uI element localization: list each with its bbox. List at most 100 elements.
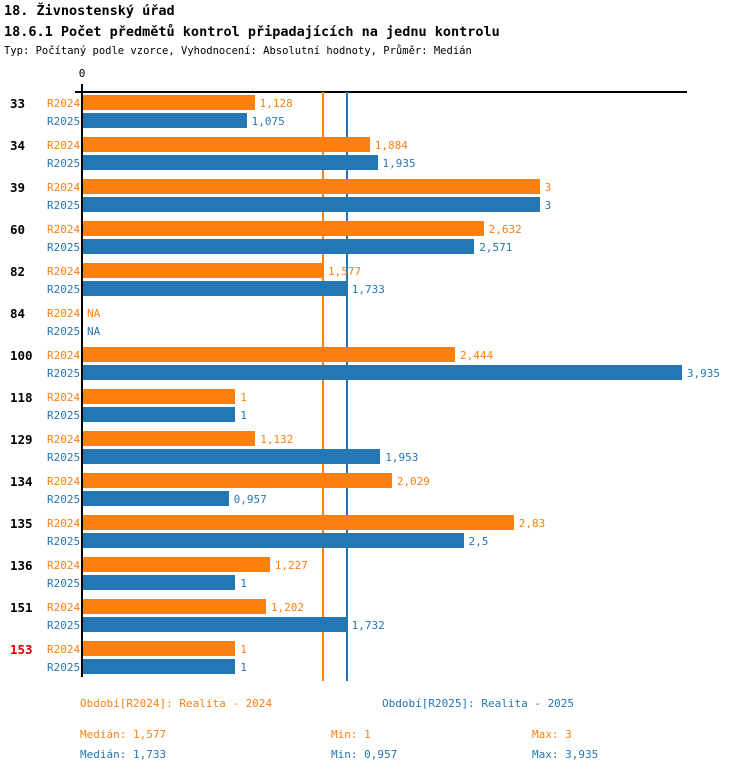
stat-max-2025: Max: 3,935 (532, 748, 599, 761)
value-label-r2025-151: 1,732 (351, 619, 385, 632)
value-label-r2025-135: 2,5 (468, 535, 489, 548)
bar-r2024-151 (83, 599, 266, 614)
value-label-r2025-100: 3,935 (686, 367, 721, 380)
value-label-r2024-100: 2,444 (459, 349, 494, 362)
category-label-82: 82 (10, 264, 26, 279)
series-label-r2025: R2025 (47, 619, 81, 632)
bar-r2024-136 (83, 557, 270, 572)
value-label-r2024-60: 2,632 (488, 223, 522, 236)
series-label-r2024: R2024 (47, 223, 81, 236)
category-label-134: 134 (10, 474, 33, 489)
bar-r2025-100 (83, 365, 682, 380)
series-label-r2024: R2024 (47, 559, 81, 572)
series-label-r2024: R2024 (47, 475, 81, 488)
bar-r2024-118 (83, 389, 236, 404)
y-axis-line (81, 84, 83, 677)
bar-r2024-34 (83, 137, 370, 152)
series-label-r2025: R2025 (47, 283, 81, 296)
series-label-r2025: R2025 (47, 493, 81, 506)
series-label-r2025: R2025 (47, 409, 81, 422)
series-label-r2024: R2024 (47, 307, 81, 320)
bar-r2025-34 (83, 155, 378, 170)
series-label-r2025: R2025 (47, 535, 81, 548)
category-label-33: 33 (10, 96, 26, 111)
series-label-r2024: R2024 (47, 433, 81, 446)
bar-r2025-118 (83, 407, 236, 422)
bar-r2025-39 (83, 197, 540, 212)
bar-r2024-82 (83, 263, 324, 278)
category-label-100: 100 (10, 348, 33, 363)
chart-meta: Typ: Počítaný podle vzorce, Vyhodnocení:… (4, 45, 472, 57)
series-label-r2024: R2024 (47, 181, 81, 194)
bar-r2024-153 (83, 641, 236, 656)
bar-r2024-33 (83, 95, 255, 110)
stat-max-2024: Max: 3 (532, 728, 572, 741)
value-label-r2024-135: 2,83 (518, 517, 546, 530)
category-label-60: 60 (10, 222, 26, 237)
x-axis-top-line (75, 91, 687, 93)
value-label-r2024-39: 3 (544, 181, 552, 194)
series-label-r2025: R2025 (47, 367, 81, 380)
series-label-r2024: R2024 (47, 349, 81, 362)
bar-r2024-39 (83, 179, 540, 194)
series-label-r2024: R2024 (47, 139, 81, 152)
bar-r2025-60 (83, 239, 475, 254)
category-label-34: 34 (10, 138, 26, 153)
series-label-r2025: R2025 (47, 661, 81, 674)
value-label-r2025-33: 1,075 (251, 115, 285, 128)
value-label-r2024-136: 1,227 (274, 559, 308, 572)
page-title: 18. Živnostenský úřad (4, 3, 175, 19)
value-label-r2024-153: 1 (240, 643, 247, 656)
category-label-118: 118 (10, 390, 33, 405)
value-label-r2024-118: 1 (240, 391, 247, 404)
series-label-r2025: R2025 (47, 451, 81, 464)
bar-r2025-153 (83, 659, 236, 674)
category-label-84: 84 (10, 306, 26, 321)
value-label-r2025-60: 2,571 (479, 241, 513, 254)
series-label-r2024: R2024 (47, 643, 81, 656)
chart-title: 18.6.1 Počet předmětů kontrol připadajíc… (4, 24, 500, 40)
series-label-r2024: R2024 (47, 517, 81, 530)
value-label-r2025-153: 1 (240, 661, 247, 674)
bar-r2024-129 (83, 431, 256, 446)
category-label-135: 135 (10, 516, 33, 531)
bar-r2025-33 (83, 113, 247, 128)
value-label-r2024-33: 1,128 (259, 97, 293, 110)
bar-r2024-134 (83, 473, 392, 488)
series-label-r2025: R2025 (47, 115, 81, 128)
bar-r2024-60 (83, 221, 484, 236)
value-label-r2024-151: 1,202 (270, 601, 305, 614)
bar-r2024-135 (83, 515, 514, 530)
bar-r2025-135 (83, 533, 464, 548)
series-label-r2025: R2025 (47, 325, 81, 338)
reference-line-median-2024 (322, 92, 325, 681)
value-label-r2024-129: 1,132 (260, 433, 294, 446)
series-label-r2025: R2025 (47, 157, 81, 170)
stat-median-2025: Medián: 1,733 (80, 748, 167, 761)
series-label-r2024: R2024 (47, 97, 81, 110)
value-label-r2024-84: NA (87, 307, 101, 320)
value-label-r2025-39: 3 (544, 199, 552, 212)
category-label-153: 153 (10, 642, 33, 657)
bar-r2025-136 (83, 575, 236, 590)
value-label-r2025-84: NA (87, 325, 101, 338)
value-label-r2025-82: 1,733 (351, 283, 385, 296)
stat-median-2024: Medián: 1,577 (80, 728, 167, 741)
series-label-r2024: R2024 (47, 265, 81, 278)
series-label-r2024: R2024 (47, 601, 81, 614)
value-label-r2025-134: 0,957 (233, 493, 267, 506)
category-label-136: 136 (10, 558, 33, 573)
series-label-r2025: R2025 (47, 199, 81, 212)
legend-r2024: Období[R2024]: Realita - 2024 (80, 697, 273, 710)
stat-min-2025: Min: 0,957 (331, 748, 398, 761)
value-label-r2024-34: 1,884 (374, 139, 408, 152)
value-label-r2025-136: 1 (240, 577, 247, 590)
value-label-r2025-118: 1 (240, 409, 247, 422)
series-label-r2024: R2024 (47, 391, 81, 404)
series-label-r2025: R2025 (47, 241, 81, 254)
bar-r2024-100 (83, 347, 455, 362)
category-label-39: 39 (10, 180, 26, 195)
x-axis-zero-label: 0 (78, 67, 86, 80)
reference-line-median-2025 (345, 92, 348, 681)
